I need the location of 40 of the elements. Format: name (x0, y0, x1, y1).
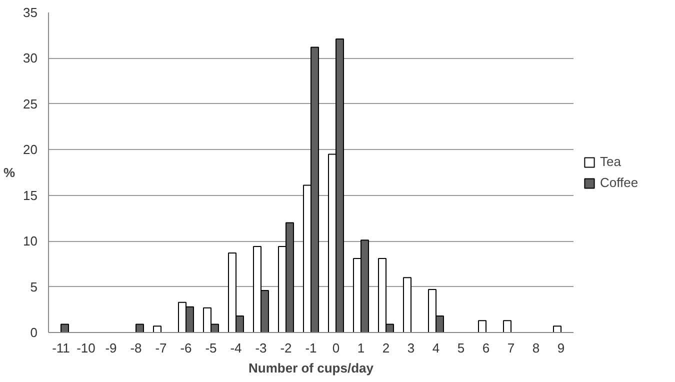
legend-label: Coffee (600, 175, 638, 190)
y-tick-label: 20 (23, 142, 38, 158)
x-tick-label: 5 (457, 340, 465, 356)
x-tick-label: 9 (557, 340, 565, 356)
x-tick-label: -6 (180, 340, 192, 356)
bar (478, 320, 486, 332)
bar (153, 326, 162, 332)
y-tick-label: 10 (23, 234, 38, 249)
x-axis-title: Number of cups/day (248, 360, 374, 376)
y-tick-label: 35 (23, 5, 38, 20)
x-tick-label: -4 (230, 340, 242, 356)
x-tick-label: 6 (482, 340, 490, 356)
x-tick-label: 0 (332, 340, 340, 356)
x-tick-label: -7 (155, 340, 167, 356)
y-axis-title: % (3, 165, 16, 180)
y-tick-label: 25 (23, 96, 38, 112)
bar (136, 324, 144, 332)
x-tick-label: -3 (255, 340, 267, 356)
x-tick-label: 7 (507, 340, 515, 356)
x-tick-label: -1 (305, 340, 317, 356)
x-tick-label: 2 (382, 340, 390, 356)
y-tick-label: 15 (23, 188, 38, 203)
x-tick-label: -11 (52, 340, 70, 356)
x-tick-label: -10 (76, 340, 96, 356)
x-tick-label: -8 (130, 340, 142, 356)
x-tick-label: 1 (357, 340, 365, 356)
y-tick-label: 0 (30, 325, 38, 340)
legend-label: Tea (600, 154, 621, 169)
x-tick-label: -9 (105, 340, 117, 356)
x-tick-label: 3 (407, 340, 415, 356)
x-tick-label: -5 (205, 340, 217, 356)
x-tick-label: 8 (532, 340, 540, 356)
y-tick-label: 30 (23, 50, 38, 66)
bar (403, 277, 412, 332)
bar (503, 320, 512, 332)
x-tick-label: 4 (432, 340, 440, 356)
y-tick-label: 5 (30, 279, 38, 294)
x-tick-label: -2 (280, 340, 292, 356)
bar (553, 326, 562, 332)
bar (60, 324, 69, 332)
